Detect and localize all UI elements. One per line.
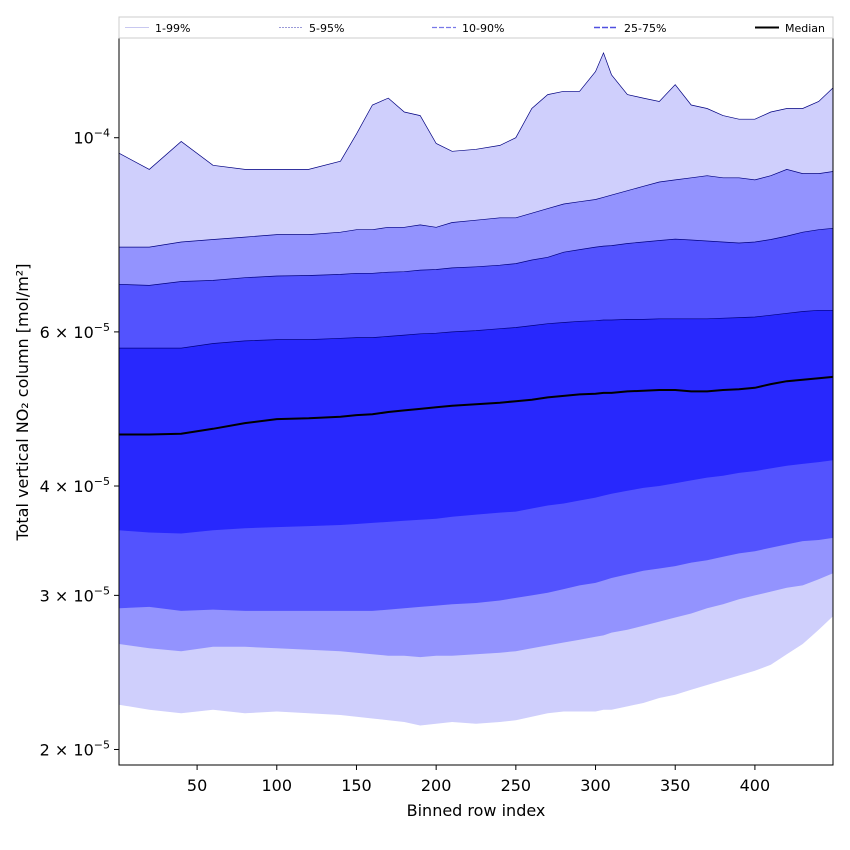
y-axis-label: Total vertical NO₂ column [mol/m²] bbox=[13, 264, 32, 542]
band-upper-edge-5-95% bbox=[119, 169, 834, 248]
legend-label: 1-99% bbox=[155, 22, 190, 35]
x-tick-label: 200 bbox=[421, 776, 452, 795]
x-tick-label: 250 bbox=[501, 776, 532, 795]
x-axis: 50 100 150 200 250 300 350 400 bbox=[187, 765, 770, 795]
x-axis-label: Binned row index bbox=[407, 801, 546, 820]
x-tick-label: 50 bbox=[187, 776, 207, 795]
band-25-75% bbox=[119, 310, 833, 534]
y-tick-label: 2 × 10−5 bbox=[40, 738, 110, 759]
x-tick-label: 350 bbox=[660, 776, 691, 795]
y-tick-label: 4 × 10−5 bbox=[40, 475, 110, 496]
x-tick-label: 400 bbox=[740, 776, 771, 795]
y-tick-label: 10−4 bbox=[73, 127, 110, 148]
legend-label: 10-90% bbox=[462, 22, 504, 35]
x-tick-label: 300 bbox=[580, 776, 611, 795]
y-axis: 2 × 10−5 3 × 10−5 4 × 10−5 6 × 10−5 10−4 bbox=[40, 127, 119, 759]
plot-area bbox=[118, 51, 834, 726]
band-upper-edge-1-99% bbox=[118, 51, 834, 170]
legend-box bbox=[118, 16, 834, 39]
legend-label: Median bbox=[785, 22, 825, 35]
x-tick-label: 150 bbox=[341, 776, 372, 795]
y-tick-label: 3 × 10−5 bbox=[40, 584, 110, 605]
legend-label: 5-95% bbox=[309, 22, 344, 35]
y-tick-label: 6 × 10−5 bbox=[40, 321, 110, 342]
x-tick-label: 100 bbox=[262, 776, 293, 795]
band-upper-edge-25-75% bbox=[119, 309, 833, 349]
median-line bbox=[119, 375, 834, 436]
band-upper-edge-10-90% bbox=[118, 227, 834, 286]
legend-label: 25-75% bbox=[624, 22, 666, 35]
legend: 1-99% 5-95% 10-90% 25-75% Median bbox=[118, 16, 834, 39]
